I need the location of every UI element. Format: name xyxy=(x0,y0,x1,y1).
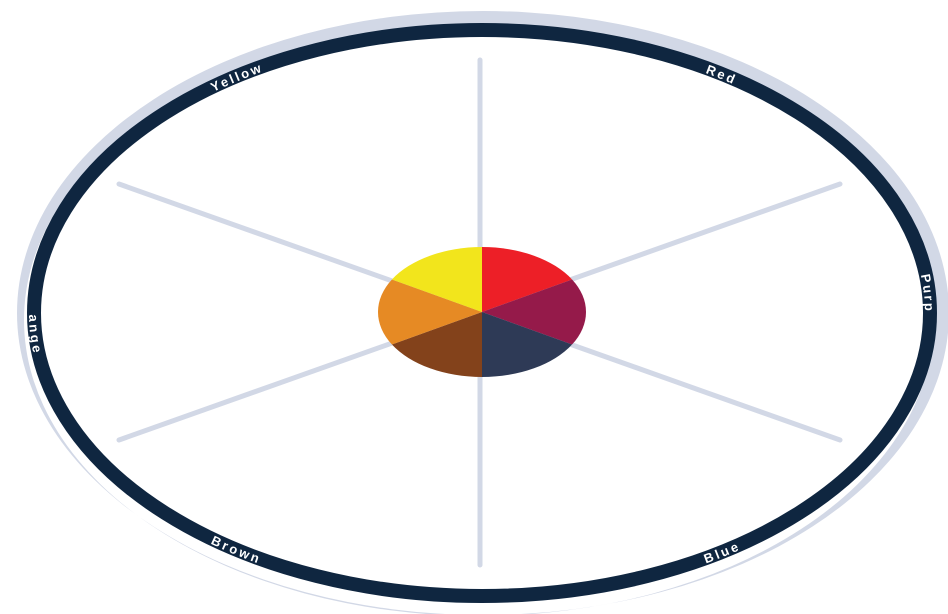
pie-slice-yellow xyxy=(391,246,482,312)
pie-slice-blue xyxy=(482,312,573,377)
center-pie xyxy=(377,246,587,377)
pie-slice-orange xyxy=(377,279,482,345)
pie-slice-brown xyxy=(391,312,482,377)
pie-slice-purple xyxy=(482,279,587,345)
pie-slice-red xyxy=(482,247,573,312)
